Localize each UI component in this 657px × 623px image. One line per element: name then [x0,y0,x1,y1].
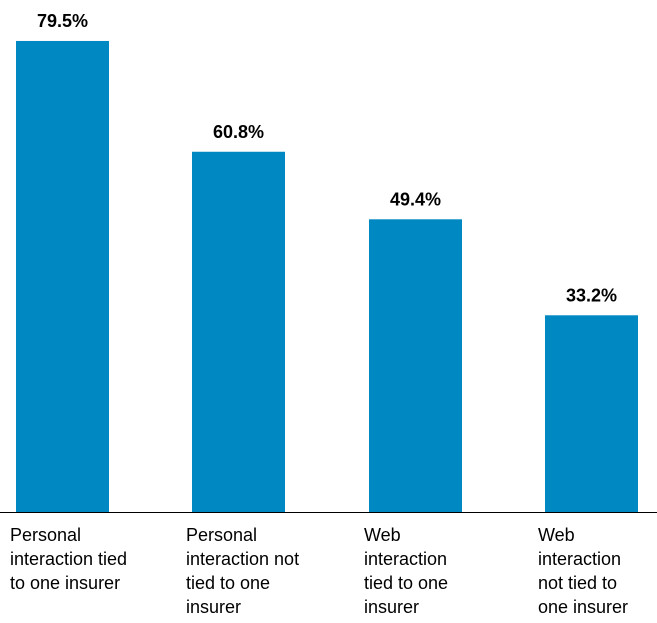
category-label-line: insurer [186,597,241,617]
category-label-line: tied to one [186,573,270,593]
category-label-line: interaction [538,549,621,569]
value-label-3: 49.4% [390,189,441,209]
category-label-line: insurer [364,597,419,617]
category-label-line: to one insurer [10,573,120,593]
category-label-line: Web [538,525,575,545]
category-label-line: interaction tied [10,549,127,569]
category-label-line: one insurer [538,597,628,617]
value-label-2: 60.8% [213,122,264,142]
bar-1 [16,40,109,513]
category-label-3: Web interaction tied to one insurer [364,525,448,617]
bar-2 [192,151,285,512]
category-labels-layer: Personal interaction tied to one insurerPe… [10,525,628,617]
bar-4 [545,315,638,512]
value-labels-layer: 79.5% 60.8% 49.4% 33.2% [37,11,617,305]
category-label-line: Personal [10,525,81,545]
bar-3 [369,219,462,512]
category-label-line: Web [364,525,401,545]
value-label-4: 33.2% [566,285,617,305]
category-label-2: Personal interaction not tied to one insure… [186,525,299,617]
value-label-1: 79.5% [37,11,88,31]
bars-layer [16,40,638,513]
category-label-line: tied to one [364,573,448,593]
category-label-line: interaction not [186,549,299,569]
category-label-line: Personal [186,525,257,545]
category-label-1: Personal interaction tied to one insurer [10,525,127,593]
category-label-line: not tied to [538,573,617,593]
category-label-line: interaction [364,549,447,569]
category-label-4: Web interaction not tied to one insurer [538,525,628,617]
